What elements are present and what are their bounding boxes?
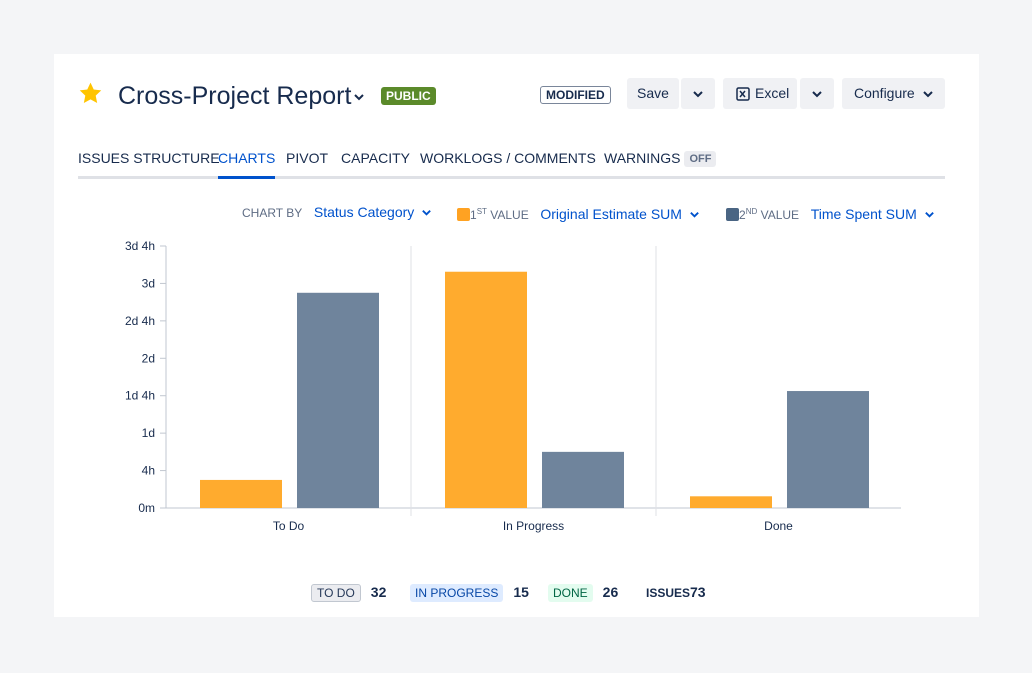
chevron-down-icon — [924, 212, 934, 218]
issues-count: 73 — [690, 584, 706, 600]
save-button[interactable]: Save — [627, 78, 679, 109]
inprogress-lozenge: IN PROGRESS — [410, 584, 504, 602]
tab-pivot[interactable]: PIVOT — [286, 150, 329, 166]
y-tick-label: 2d — [142, 351, 155, 365]
bar — [445, 271, 527, 508]
second-value-label: 2ND VALUE — [739, 207, 800, 222]
done-count: 26 — [602, 584, 619, 600]
excel-icon — [736, 87, 750, 102]
star-icon[interactable] — [78, 81, 103, 106]
y-tick-label: 3d — [142, 276, 155, 290]
tab-issues-structure[interactable]: ISSUES STRUCTURE — [78, 150, 220, 166]
modified-badge: MODIFIED — [540, 86, 611, 104]
configure-button[interactable]: Configure — [842, 78, 945, 109]
bar — [297, 292, 379, 508]
second-value-swatch — [726, 208, 739, 221]
chevron-down-icon — [922, 91, 933, 98]
configure-button-label: Configure — [854, 85, 915, 101]
chevron-down-icon — [693, 91, 703, 98]
y-tick-label: 1d — [142, 426, 155, 440]
issues-label: ISSUES — [646, 586, 691, 600]
excel-dropdown-button[interactable] — [800, 78, 834, 109]
chart-by-label: CHART BY — [242, 206, 303, 220]
x-tick-label: Done — [764, 519, 793, 533]
y-tick-label: 0m — [138, 501, 155, 515]
todo-lozenge: TO DO — [311, 584, 361, 602]
tab-worklogs-comments[interactable]: WORKLOGS / COMMENTS — [420, 150, 596, 166]
bar — [200, 479, 282, 508]
report-card: Cross-Project Report PUBLIC MODIFIED Sav… — [54, 54, 979, 617]
status-summary-done: DONE 26 — [548, 583, 619, 602]
y-tick-label: 1d 4h — [125, 389, 155, 403]
bar-chart: 0m 4h 1d 1d 4h 2d 2d 4h 3d 3d 4h To Do In Progres… — [125, 239, 901, 533]
status-summary-inprogress: IN PROGRESS 15 — [410, 583, 529, 602]
first-value-label: 1ST VALUE — [470, 207, 529, 222]
warnings-off-badge: OFF — [684, 151, 717, 167]
x-tick-label: In Progress — [503, 519, 564, 533]
public-badge: PUBLIC — [381, 87, 436, 105]
save-dropdown-button[interactable] — [681, 78, 715, 109]
page-title: Cross-Project Report — [118, 82, 352, 110]
y-tick-label: 4h — [142, 464, 155, 478]
x-tick-label: To Do — [273, 519, 305, 533]
todo-count: 32 — [370, 584, 387, 600]
tab-charts[interactable]: CHARTS — [218, 149, 276, 179]
tab-bar: ISSUES STRUCTURE CHARTS PIVOT CAPACITY W… — [78, 149, 945, 179]
chart-by-control: CHART BY Status Category — [242, 204, 432, 221]
save-button-label: Save — [637, 85, 669, 101]
done-lozenge: DONE — [548, 584, 593, 602]
first-value-select[interactable]: Original Estimate SUM — [540, 206, 699, 222]
bar — [787, 391, 869, 508]
chart-by-select[interactable]: Status Category — [314, 204, 432, 220]
status-summary-todo: TO DO 32 — [311, 583, 387, 602]
first-value-control: 1ST VALUE Original Estimate SUM — [457, 204, 700, 223]
bar — [690, 496, 772, 508]
second-value-control: 2ND VALUE Time Spent SUM — [726, 204, 935, 223]
second-value-select[interactable]: Time Spent SUM — [811, 206, 935, 222]
first-value-swatch — [457, 208, 470, 221]
chevron-down-icon — [812, 91, 822, 98]
inprogress-count: 15 — [513, 584, 529, 600]
y-tick-label: 3d 4h — [125, 239, 155, 253]
chevron-down-icon — [690, 212, 699, 218]
chevron-down-icon — [422, 210, 431, 216]
chevron-down-icon[interactable] — [352, 90, 366, 104]
bar — [542, 451, 624, 508]
tab-warnings[interactable]: WARNINGS OFF — [604, 149, 717, 176]
excel-button-label: Excel — [755, 85, 790, 101]
status-summary-issues: ISSUES73 — [646, 583, 706, 601]
tab-capacity[interactable]: CAPACITY — [341, 150, 410, 166]
y-tick-label: 2d 4h — [125, 314, 155, 328]
excel-button[interactable]: Excel — [723, 78, 797, 109]
